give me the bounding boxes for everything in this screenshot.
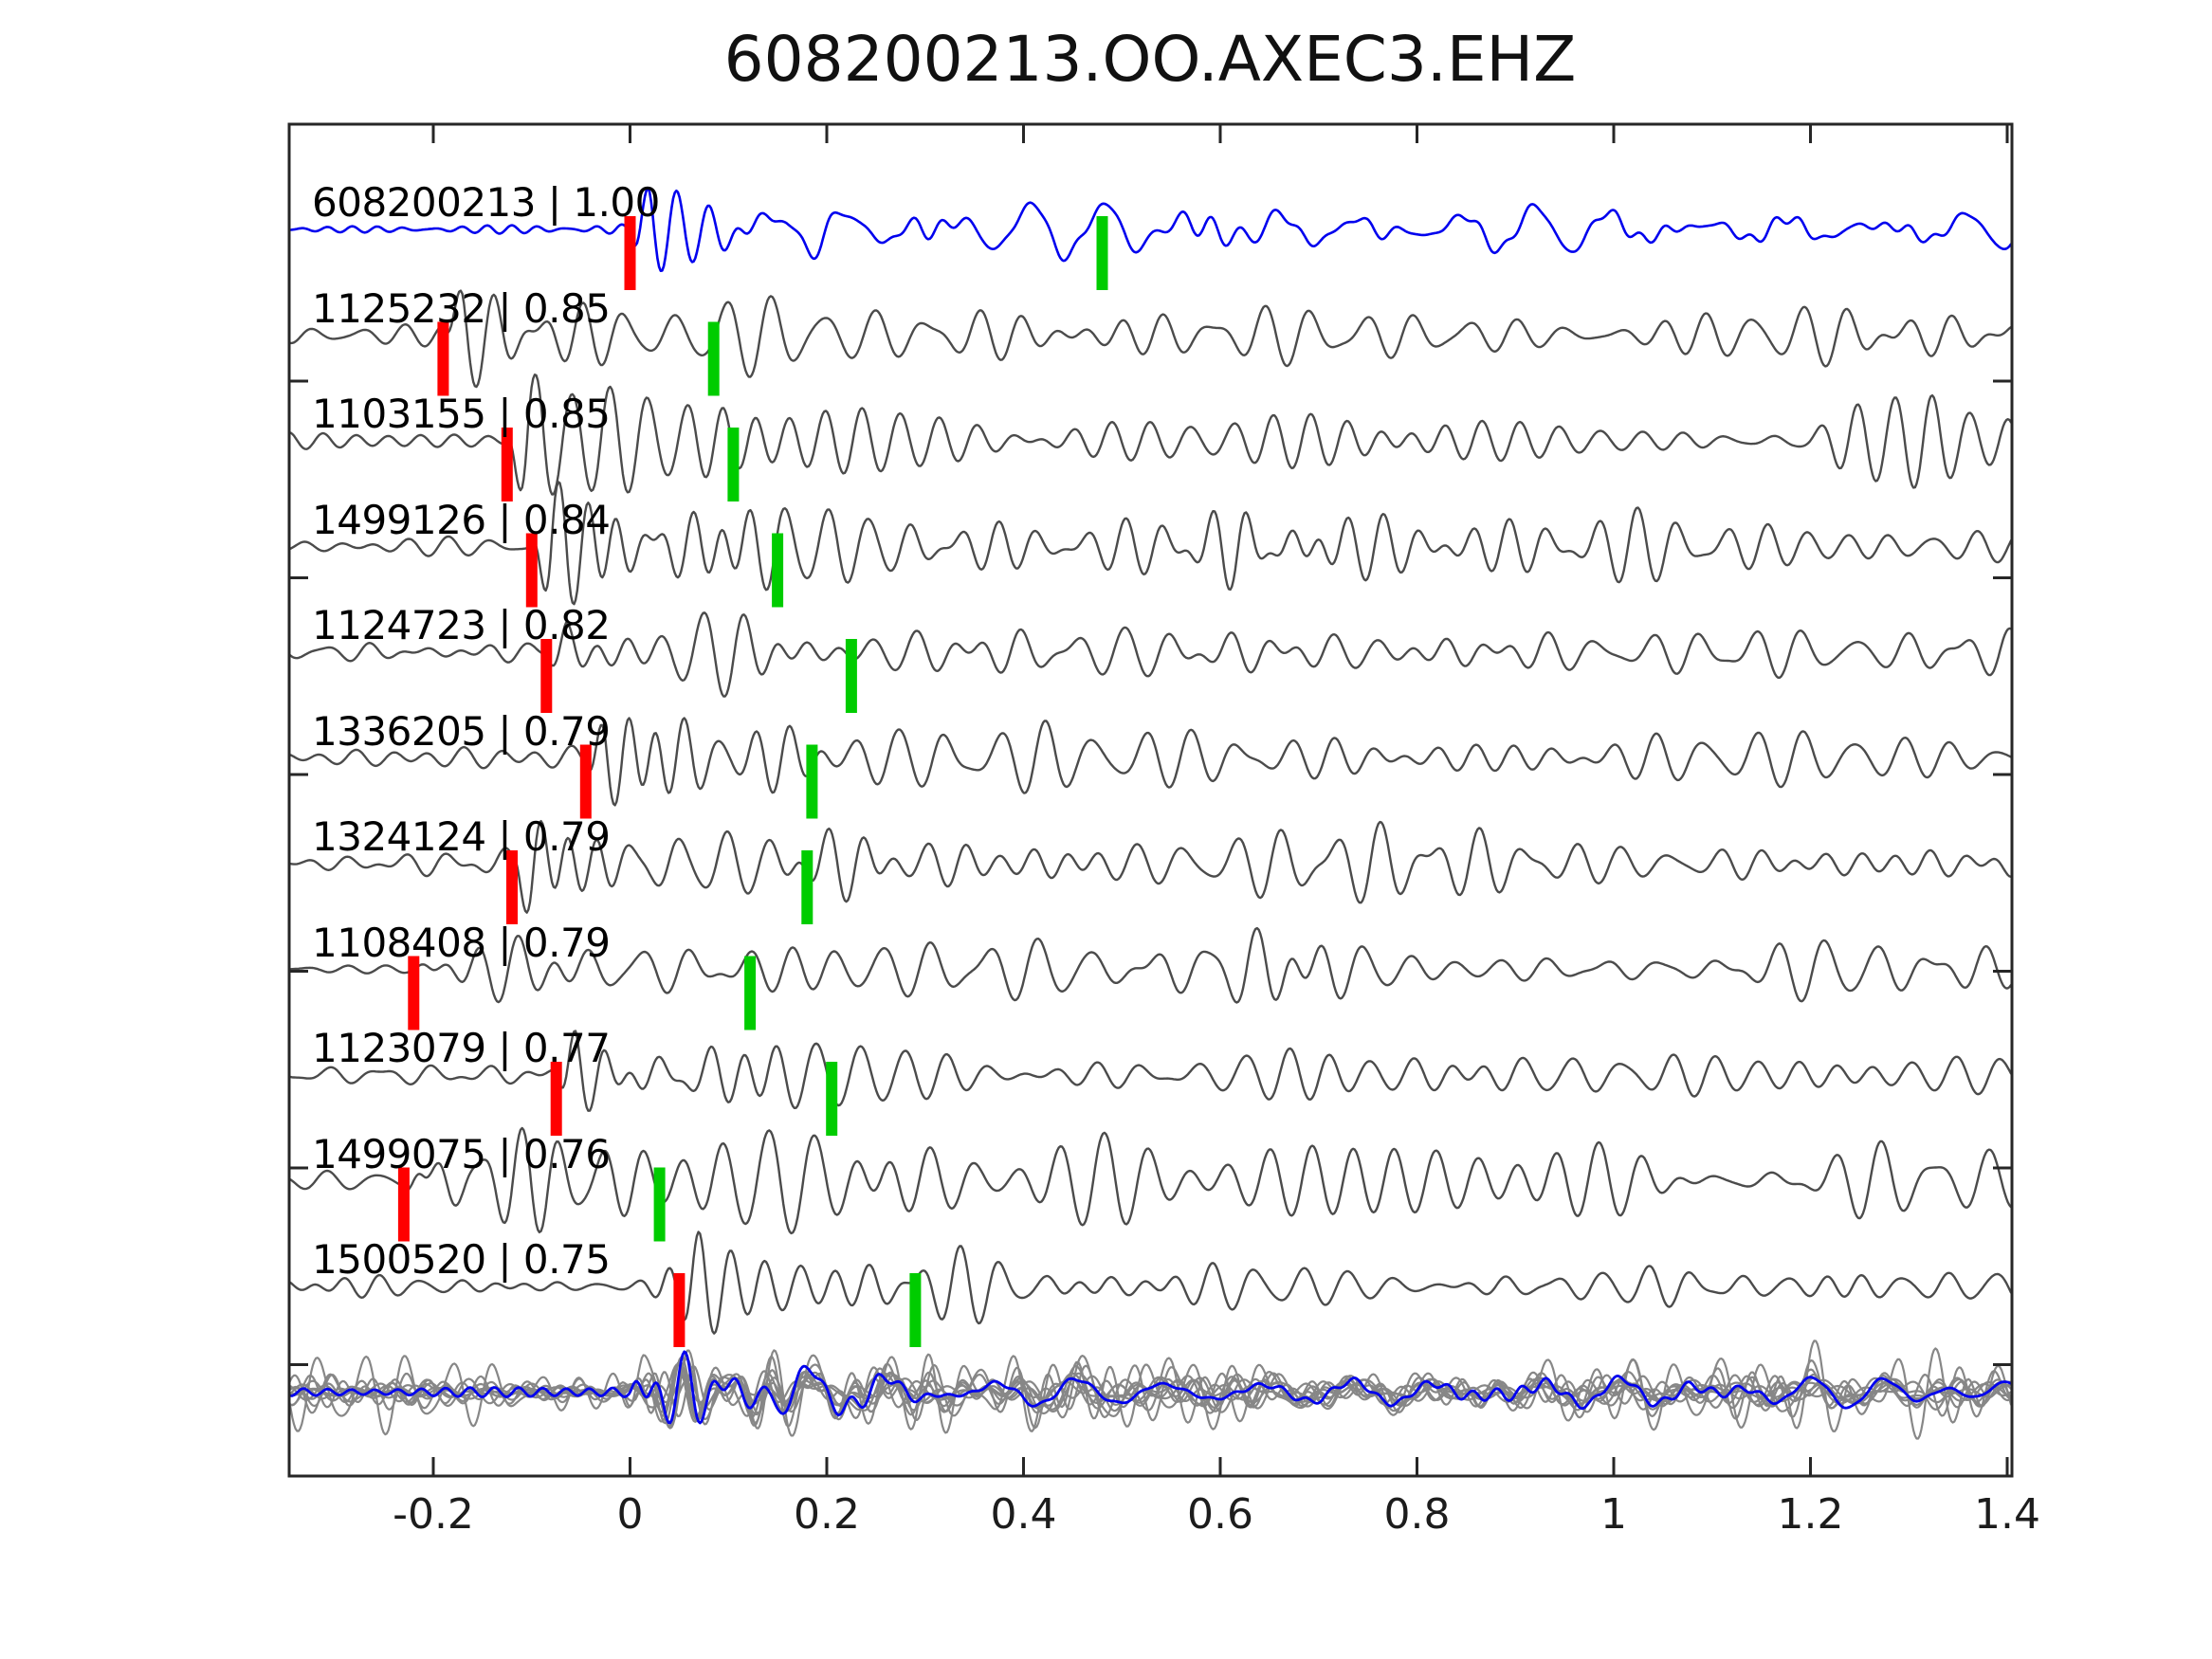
waveform-trace-1124723 [290,611,2011,698]
detection-pick-marker [653,1167,666,1242]
detection-pick-marker [1096,216,1108,290]
waveform-trace-1499075 [290,1126,2011,1235]
plot-frame [287,122,2014,1478]
trace-label: 1123079 | 0.77 [312,1025,611,1071]
trace-label: 1108408 | 0.79 [312,919,611,966]
detection-pick-marker [744,956,757,1030]
waveform-trace-1500520 [290,1231,2011,1335]
detection-pick-marker [845,639,857,713]
trace-label: 1103155 | 0.85 [312,391,611,437]
trace-label: 1336205 | 0.79 [312,707,611,755]
detection-pick-marker [801,850,814,924]
waveform-trace-1123079 [290,1030,2011,1112]
trace-label: 608200213 | 1.00 [312,179,660,226]
detection-pick-marker [727,428,740,501]
detection-pick-marker [707,321,720,396]
x-tick-label: 0.6 [1187,1490,1253,1539]
trace-label: 1125232 | 0.85 [312,284,611,332]
stack-template-trace [290,1350,2011,1425]
trace-label: 1124723 | 0.82 [312,602,611,648]
axis-tick-marks [289,124,2012,1476]
waveform-trace-1499126 [290,481,2011,606]
waveform-trace-1108408 [290,926,2011,1004]
template-pick-marker [506,850,518,924]
x-tick-label: 1.4 [1974,1490,2040,1539]
waveform-trace-1103155 [290,374,2011,496]
x-tick-label: 0.2 [794,1490,860,1539]
waveform-trace-1336205 [290,717,2011,807]
template-pick-marker [437,321,449,396]
waveform-trace-1324124 [290,820,2011,914]
template-pick-marker [501,428,513,501]
x-tick-label: 1 [1600,1490,1627,1539]
x-tick-label: 1.2 [1777,1490,1844,1539]
detection-pick-marker [806,744,818,819]
trace-label: 1499126 | 0.84 [312,496,611,543]
template-pick-marker [673,1273,686,1347]
trace-label: 1324124 | 0.79 [312,813,611,860]
waveform-trace-1125232 [290,289,2011,389]
stack-member-trace [290,1361,2011,1422]
detection-pick-marker [772,533,784,608]
template-pick-marker [408,956,420,1030]
template-pick-marker [624,216,636,290]
template-pick-marker [579,744,592,819]
detection-pick-marker [826,1062,838,1136]
trace-label: 1499075 | 0.76 [312,1130,611,1177]
waveform-trace-608200213 [290,187,2011,272]
template-pick-marker [397,1167,410,1242]
x-tick-label: 0.8 [1383,1490,1451,1539]
x-tick-label: 0 [616,1490,644,1539]
stack-member-trace [290,1356,2011,1425]
figure-title: 608200213.OO.AXEC3.EHZ [723,23,1577,96]
template-pick-marker [540,639,553,713]
x-tick-label: -0.2 [393,1490,474,1539]
trace-label: 1500520 | 0.75 [312,1236,611,1283]
template-pick-marker [525,533,538,608]
x-tick-label: 0.4 [990,1490,1057,1539]
detection-pick-marker [909,1273,922,1347]
template-pick-marker [550,1062,562,1136]
